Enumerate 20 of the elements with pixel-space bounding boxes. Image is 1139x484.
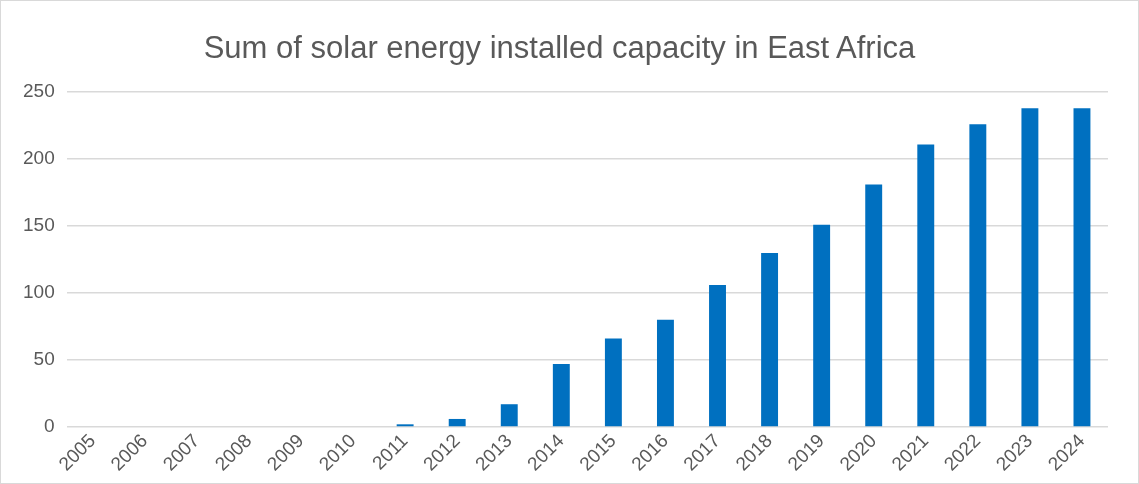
bar [500, 404, 518, 427]
bar [656, 319, 674, 427]
y-tick-label: 100 [23, 281, 55, 303]
y-tick-label: 150 [23, 214, 55, 236]
bar [761, 252, 779, 427]
y-tick-label: 0 [44, 415, 55, 437]
chart-title: Sum of solar energy installed capacity in East Africa [203, 30, 917, 66]
bar [1073, 108, 1091, 427]
bar [1021, 108, 1039, 427]
y-tick-label: 200 [23, 147, 55, 169]
bar [552, 364, 570, 427]
bar [813, 224, 831, 427]
bar [709, 285, 726, 427]
bar [604, 338, 622, 427]
bar [448, 418, 466, 427]
bar [969, 124, 987, 427]
bar [917, 144, 935, 427]
y-tick-label: 250 [23, 80, 55, 102]
bar [865, 184, 883, 427]
y-tick-label: 50 [33, 348, 55, 370]
